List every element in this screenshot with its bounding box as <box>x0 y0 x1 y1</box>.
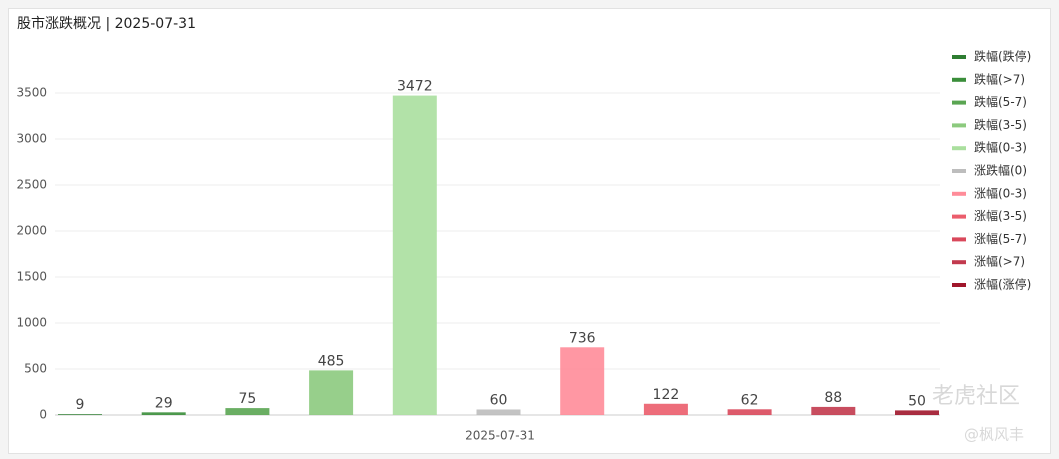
legend-label: 涨幅(>7) <box>974 254 1025 269</box>
chart-title: 股市涨跌概况 | 2025-07-31 <box>17 15 196 32</box>
bar <box>225 408 270 415</box>
data-label: 485 <box>318 353 345 369</box>
watermark: @枫风丰 <box>964 426 1024 444</box>
bar <box>309 370 354 415</box>
data-label: 122 <box>653 387 680 403</box>
data-label: 88 <box>824 390 842 406</box>
legend-label: 涨幅(0-3) <box>974 185 1027 200</box>
legend-label: 跌幅(0-3) <box>974 140 1027 155</box>
bar <box>58 414 102 415</box>
data-label: 50 <box>908 393 926 409</box>
data-label: 62 <box>741 392 759 408</box>
legend-label: 跌幅(>7) <box>974 71 1025 86</box>
bar <box>643 403 688 415</box>
legend-label: 涨跌幅(0) <box>974 163 1027 178</box>
bar <box>476 409 521 415</box>
y-tick-label: 2500 <box>16 178 47 192</box>
y-tick-label: 3000 <box>16 132 47 146</box>
watermark: 老虎社区 <box>932 384 1020 409</box>
bar <box>560 347 605 415</box>
legend-label: 涨幅(5-7) <box>974 231 1027 246</box>
bar <box>895 410 939 415</box>
data-label: 75 <box>238 391 256 407</box>
data-label: 9 <box>76 397 85 413</box>
y-tick-label: 500 <box>24 362 47 376</box>
bar <box>811 406 856 415</box>
data-label: 736 <box>569 330 596 346</box>
bar <box>141 412 186 415</box>
y-tick-label: 3500 <box>16 86 47 100</box>
bar <box>392 95 437 416</box>
legend-label: 涨幅(涨停) <box>974 277 1031 292</box>
legend-label: 跌幅(5-7) <box>974 94 1027 109</box>
legend-label: 跌幅(跌停) <box>974 49 1031 64</box>
data-label: 3472 <box>397 79 433 95</box>
data-label: 29 <box>155 395 173 411</box>
y-tick-label: 2000 <box>16 224 47 238</box>
data-label: 60 <box>490 392 508 408</box>
legend-label: 跌幅(3-5) <box>974 117 1027 132</box>
legend-label: 涨幅(3-5) <box>974 208 1027 223</box>
y-tick-label: 1500 <box>16 270 47 284</box>
y-tick-label: 0 <box>39 408 47 422</box>
y-tick-label: 1000 <box>16 316 47 330</box>
bar <box>727 409 772 415</box>
x-tick-label: 2025-07-31 <box>465 429 535 443</box>
